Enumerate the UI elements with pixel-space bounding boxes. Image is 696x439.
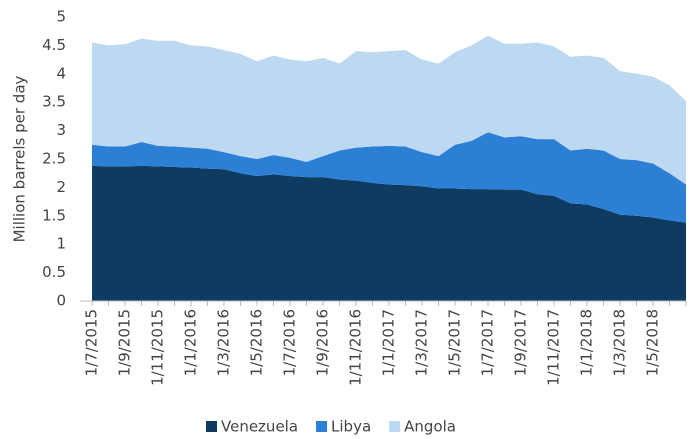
x-tick-label: 1/7/2017 (479, 309, 497, 376)
y-tick-label: 0.5 (42, 263, 66, 281)
y-tick-label: 4.5 (42, 36, 66, 54)
x-tick-label: 1/5/2016 (248, 309, 266, 376)
y-tick-label: 3 (56, 121, 66, 139)
x-tick-label: 1/9/2015 (116, 309, 134, 376)
x-tick-label: 1/11/2015 (149, 309, 167, 386)
legend-swatch (389, 421, 401, 432)
x-tick-label: 1/1/2017 (380, 309, 398, 376)
legend-label: Angola (404, 418, 456, 436)
legend-label: Libya (331, 418, 371, 436)
y-tick-label: 3.5 (42, 93, 66, 111)
x-tick-label: 1/7/2015 (83, 309, 101, 376)
x-tick-label: 1/3/2017 (413, 309, 431, 376)
legend-label: Venezuela (221, 418, 298, 436)
y-tick-label: 5 (56, 8, 66, 26)
y-tick-label: 0 (56, 292, 66, 310)
y-axis-label: Million barrels per day (11, 75, 29, 242)
x-tick-label: 1/11/2016 (347, 309, 365, 386)
y-tick-label: 4 (56, 64, 66, 82)
y-tick-label: 2 (56, 178, 66, 196)
y-tick-label: 1 (56, 235, 66, 253)
area (92, 165, 686, 301)
x-tick-label: 1/3/2018 (611, 309, 629, 376)
y-tick-label: 2.5 (42, 150, 66, 168)
x-tick-label: 1/11/2017 (545, 309, 563, 386)
area (92, 35, 686, 185)
x-tick-label: 1/7/2016 (281, 309, 299, 376)
x-tick-label: 1/3/2016 (215, 309, 233, 376)
area (92, 132, 686, 223)
x-tick-label: 1/1/2018 (578, 309, 596, 376)
x-tick-label: 1/5/2018 (644, 309, 662, 376)
x-tick-label: 1/1/2016 (182, 309, 200, 376)
x-tick-label: 1/5/2017 (446, 309, 464, 376)
legend-swatch (316, 421, 328, 432)
x-tick-label: 1/9/2016 (314, 309, 332, 376)
x-tick-label: 1/9/2017 (512, 309, 530, 376)
legend-swatch (206, 421, 217, 432)
y-tick-label: 1.5 (42, 206, 66, 224)
